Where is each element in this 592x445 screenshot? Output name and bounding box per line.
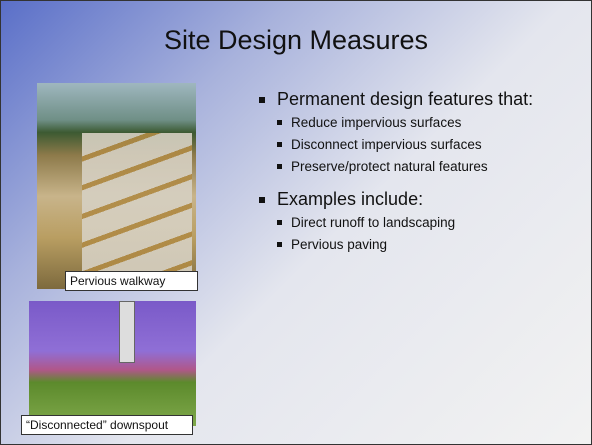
photo <box>37 83 196 289</box>
sub-bullet: Disconnect impervious surfaces <box>277 136 579 153</box>
bullet-list: Permanent design features that: Reduce im… <box>259 89 579 267</box>
photo <box>29 301 196 426</box>
sub-bullet: Direct runoff to landscaping <box>277 214 579 231</box>
bullet: Examples include: Direct runoff to landsc… <box>259 189 579 253</box>
sub-bullet: Preserve/protect natural features <box>277 158 579 175</box>
sub-list: Direct runoff to landscaping Pervious pav… <box>277 214 579 253</box>
caption: “Disconnected” downspout <box>21 415 193 435</box>
bullet: Permanent design features that: Reduce im… <box>259 89 579 175</box>
sub-bullet: Pervious paving <box>277 236 579 253</box>
walkway <box>82 133 192 289</box>
downspout <box>119 301 135 363</box>
sub-bullet: Reduce impervious surfaces <box>277 114 579 131</box>
sub-list: Reduce impervious surfaces Disconnect imp… <box>277 114 579 175</box>
slide-title: Site Design Measures <box>163 25 429 55</box>
caption: Pervious walkway <box>65 271 198 291</box>
